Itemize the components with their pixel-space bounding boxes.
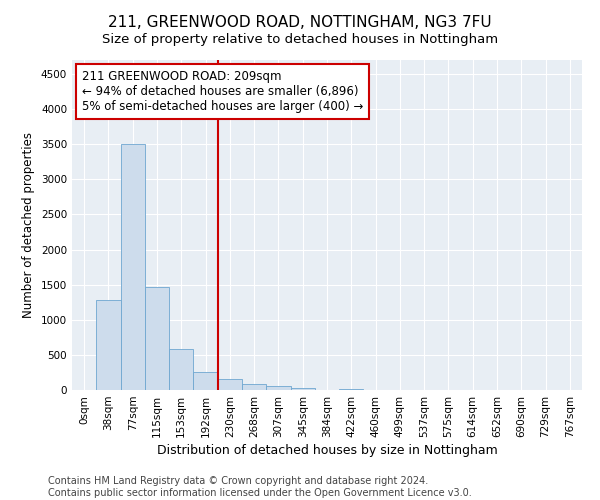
Bar <box>290 388 315 390</box>
Text: 211, GREENWOOD ROAD, NOTTINGHAM, NG3 7FU: 211, GREENWOOD ROAD, NOTTINGHAM, NG3 7FU <box>108 15 492 30</box>
Bar <box>218 379 242 390</box>
Bar <box>121 144 145 390</box>
Y-axis label: Number of detached properties: Number of detached properties <box>22 132 35 318</box>
Bar <box>266 386 290 390</box>
Bar <box>145 287 169 390</box>
Bar <box>339 388 364 390</box>
Text: 211 GREENWOOD ROAD: 209sqm
← 94% of detached houses are smaller (6,896)
5% of se: 211 GREENWOOD ROAD: 209sqm ← 94% of deta… <box>82 70 364 113</box>
Text: Contains HM Land Registry data © Crown copyright and database right 2024.
Contai: Contains HM Land Registry data © Crown c… <box>48 476 472 498</box>
Bar <box>169 350 193 390</box>
Text: Size of property relative to detached houses in Nottingham: Size of property relative to detached ho… <box>102 32 498 46</box>
Bar <box>242 384 266 390</box>
Bar <box>96 300 121 390</box>
Bar <box>193 372 218 390</box>
X-axis label: Distribution of detached houses by size in Nottingham: Distribution of detached houses by size … <box>157 444 497 457</box>
